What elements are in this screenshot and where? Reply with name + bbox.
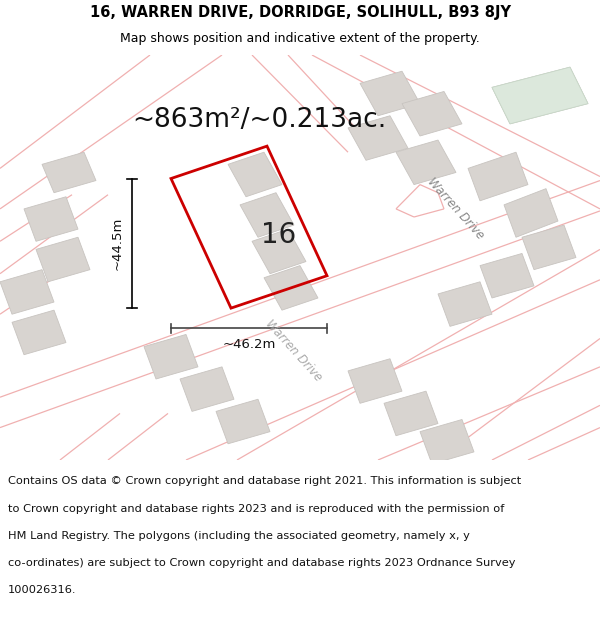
Polygon shape [396,140,456,184]
Polygon shape [402,91,462,136]
Text: ~44.5m: ~44.5m [110,217,124,270]
Polygon shape [36,238,90,282]
Text: co-ordinates) are subject to Crown copyright and database rights 2023 Ordnance S: co-ordinates) are subject to Crown copyr… [8,558,515,568]
Polygon shape [492,67,588,124]
Text: ~863m²/~0.213ac.: ~863m²/~0.213ac. [132,107,386,132]
Text: 100026316.: 100026316. [8,586,76,596]
Polygon shape [420,419,474,464]
Text: to Crown copyright and database rights 2023 and is reproduced with the permissio: to Crown copyright and database rights 2… [8,504,504,514]
Text: Warren Drive: Warren Drive [263,318,325,384]
Text: Map shows position and indicative extent of the property.: Map shows position and indicative extent… [120,32,480,45]
Polygon shape [12,310,66,355]
Polygon shape [216,399,270,444]
Polygon shape [144,334,198,379]
Polygon shape [384,391,438,436]
Polygon shape [504,189,558,238]
Polygon shape [348,116,408,160]
Polygon shape [252,229,306,274]
Text: 16, WARREN DRIVE, DORRIDGE, SOLIHULL, B93 8JY: 16, WARREN DRIVE, DORRIDGE, SOLIHULL, B9… [89,4,511,19]
Polygon shape [492,67,588,124]
Polygon shape [180,367,234,411]
Polygon shape [360,71,420,116]
Polygon shape [438,282,492,326]
Polygon shape [468,152,528,201]
Text: ~46.2m: ~46.2m [223,338,275,351]
Polygon shape [0,269,54,314]
Text: Warren Drive: Warren Drive [425,176,487,242]
Polygon shape [480,254,534,298]
Text: HM Land Registry. The polygons (including the associated geometry, namely x, y: HM Land Registry. The polygons (includin… [8,531,470,541]
Polygon shape [522,225,576,269]
Polygon shape [228,152,282,197]
Polygon shape [24,197,78,241]
Polygon shape [348,359,402,403]
Text: 16: 16 [262,221,296,249]
Polygon shape [240,192,294,238]
Polygon shape [264,266,318,310]
Text: Contains OS data © Crown copyright and database right 2021. This information is : Contains OS data © Crown copyright and d… [8,476,521,486]
Polygon shape [42,152,96,192]
